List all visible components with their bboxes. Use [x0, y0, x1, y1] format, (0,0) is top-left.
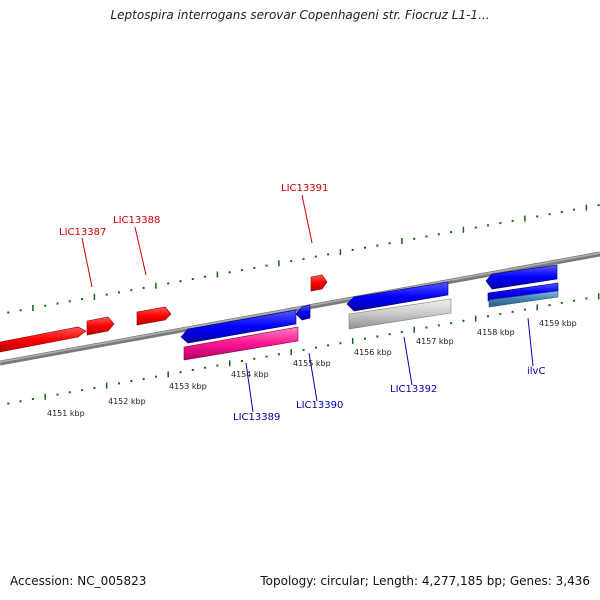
forward-gene-feature-2[interactable] [86, 316, 115, 336]
forward-gene-feature-1[interactable] [0, 326, 87, 353]
top-tick-track [7, 204, 600, 314]
tick-label-4158: 4158 kbp [477, 328, 515, 337]
tick-label-4155: 4155 kbp [293, 359, 331, 368]
pseudogene-feature-gray[interactable] [348, 298, 452, 330]
gene-label-lic13388[interactable]: LIC13388 [113, 215, 160, 226]
tick-label-4153: 4153 kbp [169, 382, 207, 391]
genome-summary: Topology: circular; Length: 4,277,185 bp… [260, 574, 590, 588]
accession-label: Accession: NC_005823 [10, 574, 147, 588]
reverse-gene-feature-lic13390[interactable] [295, 304, 311, 321]
genome-backbone-highlight [0, 252, 600, 363]
tick-label-4157: 4157 kbp [416, 337, 454, 346]
gene-label-lic13391[interactable]: LIC13391 [281, 183, 328, 194]
genome-backbone [0, 251, 600, 366]
tick-label-4152: 4152 kbp [108, 397, 146, 406]
feature-steel-blue[interactable] [488, 290, 559, 308]
forward-gene-feature-lic13391[interactable] [310, 274, 328, 292]
map-title: Leptospira interrogans serovar Copenhage… [110, 8, 490, 22]
forward-gene-feature-lic13388[interactable] [136, 306, 172, 326]
tick-label-4151: 4151 kbp [47, 409, 85, 418]
tick-label-4154: 4154 kbp [231, 370, 269, 379]
rna-feature-pink[interactable] [183, 326, 299, 361]
label-leader-lines [81, 194, 534, 413]
gene-label-ilvc[interactable]: ilvC [527, 366, 545, 377]
gene-label-lic13389[interactable]: LIC13389 [233, 412, 280, 423]
tick-label-4159: 4159 kbp [539, 319, 577, 328]
reverse-gene-feature-lic13392[interactable] [346, 281, 449, 312]
gene-label-lic13387[interactable]: LIC13387 [59, 227, 106, 238]
gene-label-lic13392[interactable]: LIC13392 [390, 384, 437, 395]
reverse-gene-feature-lic13389[interactable] [180, 309, 297, 344]
bottom-tick-track [7, 293, 600, 405]
gene-label-lic13390[interactable]: LIC13390 [296, 400, 343, 411]
reverse-gene-feature-upper-right[interactable] [485, 264, 558, 290]
tick-label-4156: 4156 kbp [354, 348, 392, 357]
